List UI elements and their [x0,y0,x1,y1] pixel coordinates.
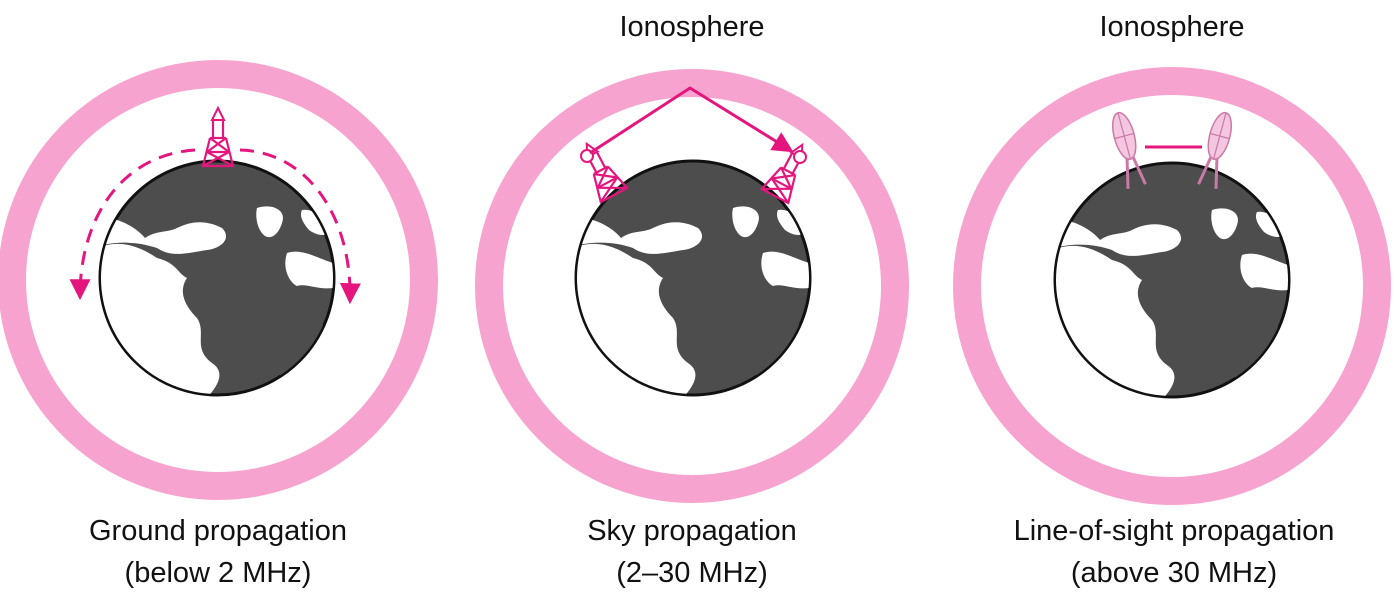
panel-line-of-sight [953,67,1391,505]
panel-subtitle: (2–30 MHz) [616,557,768,589]
signal-arrow-icon [69,148,196,301]
panel-title: Ground propagation [89,515,347,547]
ionosphere-ring [0,60,438,500]
panel-subtitle: (below 2 MHz) [124,557,312,589]
ionosphere-label: Ionosphere [619,11,765,43]
antenna-tower-icon [200,106,236,168]
ionosphere-ring [953,67,1391,505]
antenna-node [793,150,807,164]
signal-arrow-icon [239,148,361,305]
ionosphere-label: Ionosphere [1099,11,1245,43]
panel-title: Line-of-sight propagation [1013,515,1335,547]
signal-arrow-icon [589,86,794,155]
panel-subtitle: (above 30 MHz) [1070,557,1278,589]
panel-ground [0,60,438,500]
earth-globe-icon [97,161,334,403]
earth-globe-icon [1052,163,1289,405]
panel-title: Sky propagation [587,515,797,547]
panel-sky [475,69,909,503]
antenna-tower-icon [759,136,818,205]
ionosphere-ring [475,69,909,503]
